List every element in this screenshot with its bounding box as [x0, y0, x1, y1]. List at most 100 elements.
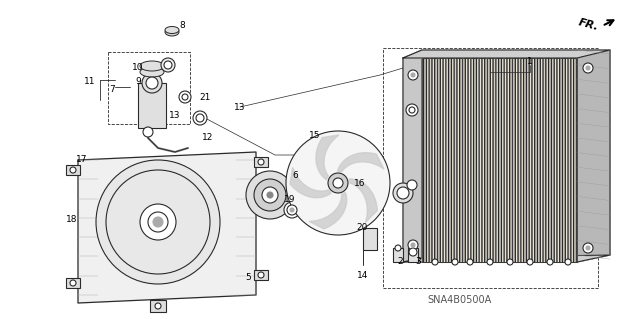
Circle shape	[258, 159, 264, 165]
Circle shape	[142, 73, 162, 93]
Circle shape	[586, 246, 590, 250]
Text: 16: 16	[355, 179, 365, 188]
Circle shape	[258, 272, 264, 278]
Polygon shape	[78, 152, 256, 303]
Ellipse shape	[165, 26, 179, 33]
Text: 14: 14	[357, 271, 369, 279]
Text: 15: 15	[309, 130, 321, 139]
Text: 11: 11	[84, 78, 96, 86]
Polygon shape	[403, 50, 610, 58]
Circle shape	[143, 127, 153, 137]
Circle shape	[287, 205, 297, 215]
Circle shape	[286, 131, 390, 235]
Text: 13: 13	[169, 110, 180, 120]
Circle shape	[487, 259, 493, 265]
Ellipse shape	[140, 61, 164, 71]
Text: 19: 19	[284, 196, 296, 204]
Circle shape	[164, 61, 172, 69]
Circle shape	[267, 192, 273, 198]
Bar	[150, 300, 166, 312]
Polygon shape	[403, 255, 610, 262]
Circle shape	[193, 111, 207, 125]
Polygon shape	[403, 50, 422, 262]
Ellipse shape	[140, 67, 164, 77]
Text: 3: 3	[415, 257, 421, 266]
Circle shape	[155, 303, 161, 309]
Text: 10: 10	[132, 63, 144, 72]
Circle shape	[290, 208, 294, 212]
Text: 1: 1	[527, 57, 533, 66]
Bar	[138, 83, 166, 128]
Polygon shape	[577, 50, 610, 262]
Circle shape	[583, 63, 593, 73]
Polygon shape	[290, 167, 332, 198]
Text: 9: 9	[135, 78, 141, 86]
Circle shape	[432, 259, 438, 265]
Circle shape	[411, 73, 415, 77]
Polygon shape	[349, 179, 378, 222]
Text: 5: 5	[245, 272, 251, 281]
Text: 12: 12	[202, 133, 214, 143]
Bar	[422, 58, 577, 262]
Text: 8: 8	[179, 20, 185, 29]
Circle shape	[96, 160, 220, 284]
Circle shape	[179, 91, 191, 103]
Text: 17: 17	[76, 155, 88, 165]
Circle shape	[407, 180, 417, 190]
Text: 13: 13	[234, 103, 246, 113]
Circle shape	[547, 259, 553, 265]
Text: 6: 6	[292, 170, 298, 180]
Ellipse shape	[165, 28, 179, 36]
Circle shape	[583, 243, 593, 253]
Circle shape	[411, 243, 415, 247]
Bar	[66, 165, 80, 175]
Circle shape	[397, 187, 409, 199]
Circle shape	[507, 259, 513, 265]
Text: FR.: FR.	[578, 18, 600, 33]
Circle shape	[153, 217, 163, 227]
Circle shape	[393, 183, 413, 203]
Circle shape	[148, 212, 168, 232]
Circle shape	[284, 202, 300, 218]
Circle shape	[262, 187, 278, 203]
Circle shape	[254, 179, 286, 211]
Bar	[383, 48, 598, 288]
Bar	[108, 52, 190, 124]
Circle shape	[467, 259, 473, 265]
Circle shape	[328, 173, 348, 193]
Circle shape	[161, 58, 175, 72]
Circle shape	[408, 70, 418, 80]
Text: SNA4B0500A: SNA4B0500A	[428, 295, 492, 305]
Circle shape	[452, 259, 458, 265]
Polygon shape	[337, 153, 384, 172]
Text: 18: 18	[67, 216, 77, 225]
Text: 7: 7	[109, 85, 115, 94]
Circle shape	[182, 94, 188, 100]
Bar	[393, 248, 403, 262]
Bar	[363, 228, 377, 250]
Circle shape	[409, 248, 417, 256]
Text: 2: 2	[397, 257, 403, 266]
Circle shape	[408, 240, 418, 250]
Circle shape	[409, 107, 415, 113]
Bar	[254, 270, 268, 280]
Polygon shape	[309, 192, 347, 229]
Circle shape	[146, 77, 158, 89]
Text: 20: 20	[356, 224, 368, 233]
Circle shape	[246, 171, 294, 219]
Bar	[66, 278, 80, 288]
Circle shape	[70, 167, 76, 173]
Bar	[254, 157, 268, 167]
Bar	[408, 248, 418, 262]
Polygon shape	[316, 135, 339, 180]
Circle shape	[395, 245, 401, 251]
Circle shape	[196, 114, 204, 122]
Circle shape	[70, 280, 76, 286]
Circle shape	[527, 259, 533, 265]
Circle shape	[333, 178, 343, 188]
Circle shape	[406, 104, 418, 116]
Polygon shape	[422, 58, 577, 262]
Text: 21: 21	[199, 93, 211, 102]
Circle shape	[565, 259, 571, 265]
Circle shape	[140, 204, 176, 240]
